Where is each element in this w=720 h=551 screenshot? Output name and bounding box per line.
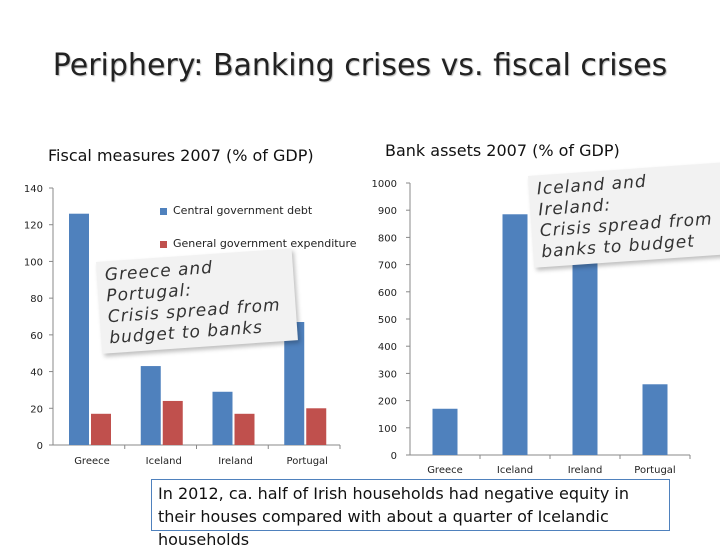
y-tick-label: 1000 [372, 179, 397, 190]
bar-ireland-series-1 [234, 413, 255, 445]
footnote-box: In 2012, ca. half of Irish households ha… [151, 479, 670, 549]
legend-item-central-debt: Central government debt [160, 204, 312, 217]
annotation-greece-portugal: Greece and Portugal: Crisis spread from … [96, 248, 298, 354]
bar-ireland-series-0 [212, 391, 233, 445]
x-category-label: Iceland [497, 465, 533, 476]
x-category-label: Greece [427, 465, 463, 476]
y-tick-label: 20 [30, 404, 43, 415]
legend-swatch-blue [160, 207, 167, 215]
x-category-label: Iceland [146, 456, 182, 467]
page-title: Periphery: Banking crises vs. fiscal cri… [52, 48, 668, 83]
bar-portugal-series-1 [306, 408, 327, 445]
x-category-label: Ireland [568, 465, 603, 476]
y-tick-label: 300 [378, 369, 397, 380]
bar-portugal-series-0 [642, 384, 668, 455]
left-chart-title: Fiscal measures 2007 (% of GDP) [48, 146, 314, 165]
right-chart-title: Bank assets 2007 (% of GDP) [385, 141, 620, 160]
y-tick-label: 500 [378, 315, 397, 326]
bar-greece-series-1 [91, 413, 111, 445]
annotation-iceland-ireland: Iceland and Ireland: Crisis spread from … [528, 162, 720, 268]
bar-greece-series-0 [432, 408, 458, 455]
y-tick-label: 140 [24, 184, 43, 195]
y-tick-label: 100 [24, 257, 43, 268]
y-tick-label: 400 [378, 342, 397, 353]
bar-ireland-series-0 [572, 263, 598, 455]
x-category-label: Greece [74, 456, 110, 467]
y-tick-label: 100 [378, 424, 397, 435]
bar-iceland-series-0 [502, 214, 528, 455]
y-tick-label: 40 [30, 368, 43, 379]
y-tick-label: 900 [378, 206, 397, 217]
bar-greece-series-0 [69, 213, 89, 445]
legend-label: Central government debt [173, 204, 313, 217]
y-tick-label: 0 [37, 441, 43, 452]
y-tick-label: 700 [378, 261, 397, 272]
bar-iceland-series-0 [140, 366, 161, 445]
y-tick-label: 120 [24, 221, 43, 232]
legend-label: General government expenditure [173, 237, 357, 250]
y-tick-label: 800 [378, 233, 397, 244]
y-tick-label: 200 [378, 397, 397, 408]
x-category-label: Portugal [287, 456, 328, 467]
x-category-label: Ireland [218, 456, 253, 467]
bar-iceland-series-1 [162, 400, 183, 445]
bar-portugal-series-0 [284, 322, 305, 445]
legend-swatch-red [160, 240, 167, 248]
y-tick-label: 80 [30, 294, 43, 305]
y-tick-label: 0 [391, 451, 397, 462]
legend-item-gov-expenditure: General government expenditure [160, 237, 357, 250]
y-tick-label: 600 [378, 288, 397, 299]
y-tick-label: 60 [30, 331, 43, 342]
x-category-label: Portugal [634, 465, 675, 476]
